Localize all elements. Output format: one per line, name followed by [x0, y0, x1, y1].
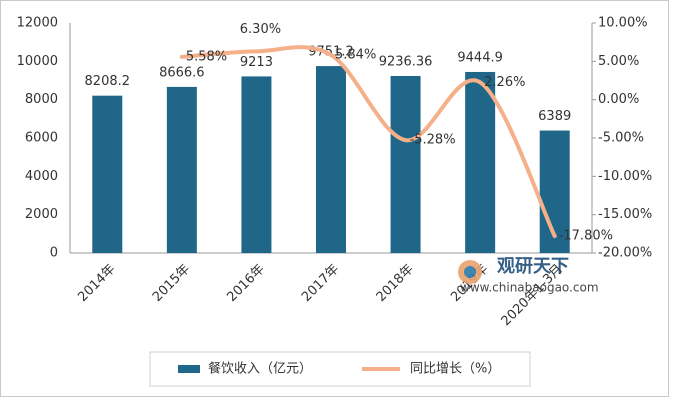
y2-tick-label: 10.00%: [598, 16, 648, 31]
y2-tick-label: -5.00%: [598, 131, 644, 146]
y2-tick-label: -20.00%: [598, 246, 652, 261]
y-tick-label: 8000: [25, 92, 58, 107]
line-value-label: 6.30%: [240, 22, 281, 37]
y-tick-label: 2000: [25, 207, 58, 222]
y-tick-label: 4000: [25, 169, 58, 184]
bar-value-label: 9236.36: [379, 54, 433, 69]
y-tick-label: 0: [50, 246, 58, 261]
y-tick-label: 10000: [17, 54, 58, 69]
watermark-logo: [464, 266, 476, 278]
y2-tick-label: 0.00%: [598, 92, 639, 107]
legend-box: [149, 351, 531, 387]
bar-value-label: 8666.6: [159, 65, 205, 80]
line-value-label: 5.58%: [186, 49, 227, 64]
line-value-label: 2.26%: [484, 75, 525, 90]
y2-tick-label: -10.00%: [598, 169, 652, 184]
line-value-label: 5.84%: [335, 47, 376, 62]
bar: [166, 86, 197, 253]
bar: [390, 75, 421, 254]
y-tick-label: 12000: [17, 16, 58, 31]
bar-value-label: 9213: [240, 55, 273, 70]
y-tick-label: 6000: [25, 131, 58, 146]
watermark: 观研天下 www.chinabaogao.com: [458, 256, 599, 295]
watermark-url: www.chinabaogao.com: [460, 281, 599, 295]
line-value-label: -17.80%: [559, 229, 613, 244]
line: [179, 45, 557, 239]
bar: [316, 66, 346, 254]
line-value-label: -5.28%: [410, 133, 456, 148]
bar: [465, 71, 496, 253]
legend-label: 同比增长（%）: [410, 362, 500, 377]
legend-label: 餐饮收入（亿元）: [208, 361, 312, 377]
bar: [241, 76, 272, 253]
y2-tick-label: -15.00%: [598, 207, 652, 222]
bar-value-label: 8208.2: [85, 74, 131, 89]
bar-value-label: 9444.9: [457, 50, 503, 65]
legend-swatch: [178, 365, 200, 373]
watermark-title: 观研天下: [497, 256, 569, 277]
y2-tick-label: 5.00%: [598, 54, 639, 69]
bar: [92, 95, 123, 253]
bar-value-label: 6389: [538, 109, 571, 124]
